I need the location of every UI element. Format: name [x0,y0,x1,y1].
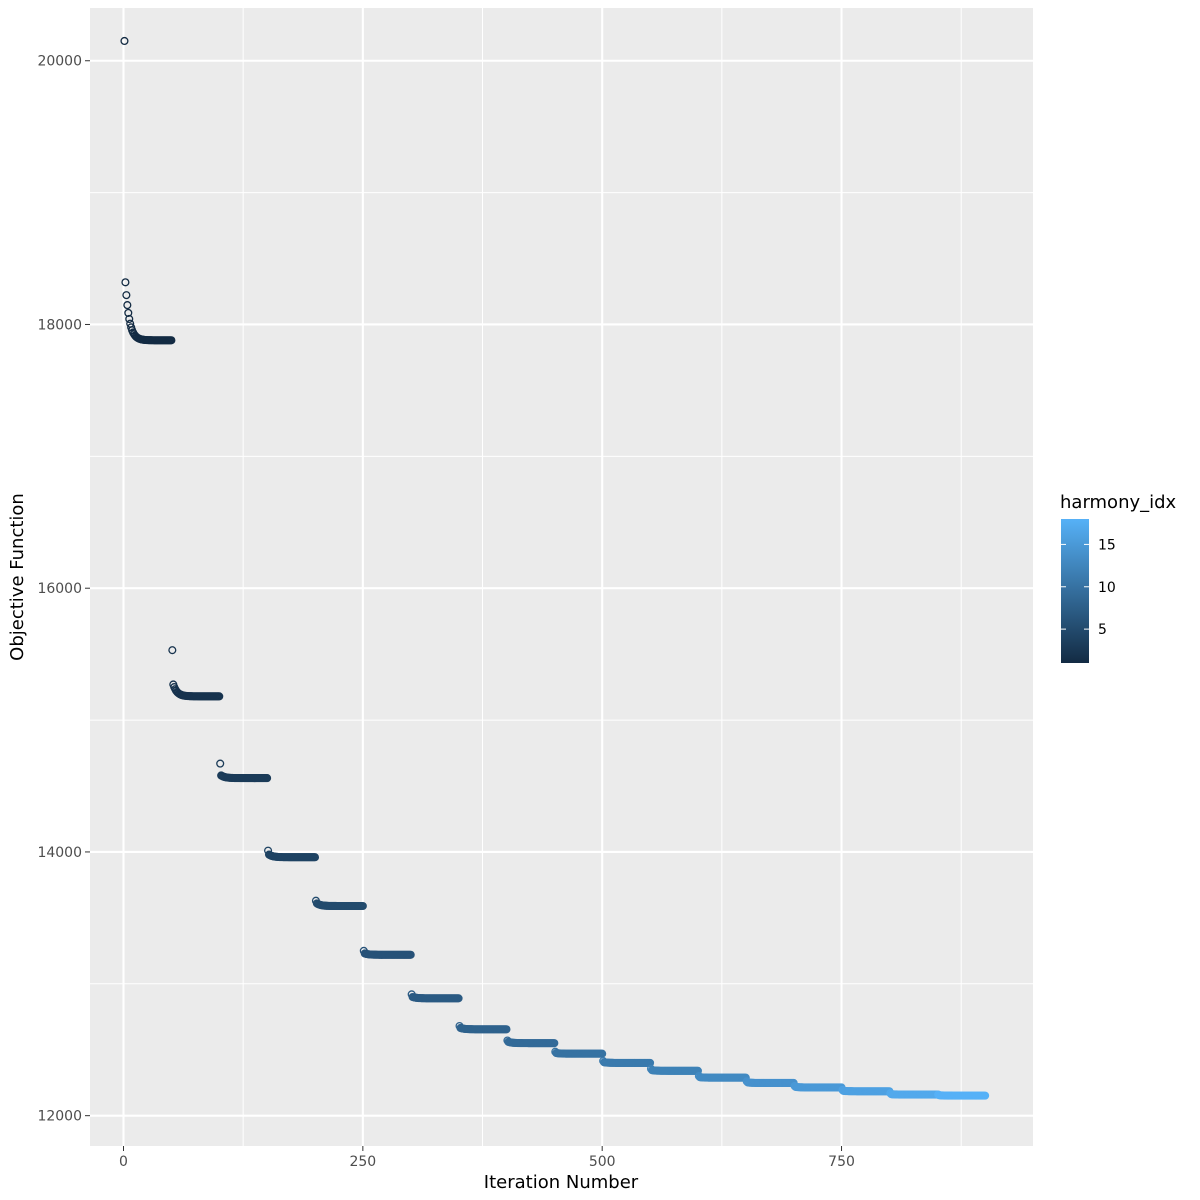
data-point [550,1039,559,1048]
data-point [121,278,130,287]
data-points [120,36,990,1100]
data-point [168,646,177,655]
data-point [454,994,463,1003]
panel-background [90,8,1033,1146]
legend-colorbar [1061,519,1089,663]
legend-ticks: 5 10 15 [1061,537,1116,638]
y-tick-label: 14000 [37,845,82,861]
data-point [120,36,129,46]
y-tick-label: 18000 [37,317,82,333]
data-point [646,1058,655,1067]
data-point [125,314,134,324]
data-point [216,759,225,768]
x-tick-label: 750 [828,1154,855,1170]
minor-gridlines [90,8,1033,1146]
data-point [123,301,132,310]
data-point [406,950,415,959]
color-legend: harmony_idx 5 10 15 [1060,492,1177,663]
legend-title: harmony_idx [1060,492,1177,513]
data-point [122,291,131,300]
y-tick-label: 12000 [37,1109,82,1125]
y-axis: 12000 14000 16000 18000 20000 [37,54,90,1125]
legend-tick-label: 15 [1098,537,1116,553]
legend-tick-label: 10 [1098,580,1116,596]
x-axis-title: Iteration Number [484,1172,639,1193]
x-tick-label: 0 [119,1154,128,1170]
data-point [981,1091,990,1100]
data-point [263,774,272,783]
data-point [215,692,224,701]
y-tick-label: 16000 [37,581,82,597]
data-point [167,336,176,345]
legend-tick-label: 5 [1098,622,1107,638]
data-point [310,853,320,862]
x-tick-label: 500 [589,1154,616,1170]
data-point [358,901,367,911]
x-axis: 0 250 500 750 [119,1146,855,1170]
data-point [502,1025,511,1034]
y-axis-title: Objective Function [7,493,28,661]
y-tick-label: 20000 [37,54,82,70]
x-tick-label: 250 [349,1154,376,1170]
